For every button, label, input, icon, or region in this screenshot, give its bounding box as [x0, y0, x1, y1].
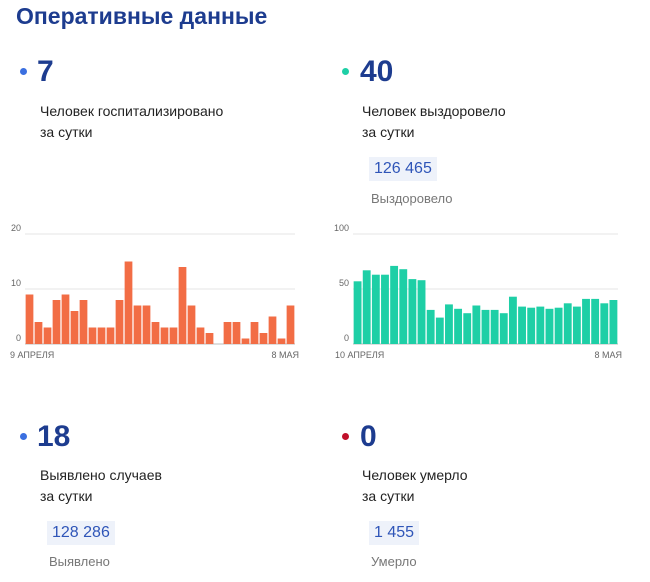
hospitalized-chart-bar — [277, 338, 286, 344]
recovered-chart-bar — [554, 307, 563, 344]
recovered-chart-x-start-label: 10 АПРЕЛЯ — [335, 350, 384, 360]
hospitalized-chart-bar — [25, 294, 34, 344]
recovered-chart-bar — [463, 313, 472, 344]
recovered-chart-ytick-label: 50 — [339, 278, 349, 288]
recovered-label-line1: Человек выздоровело — [362, 103, 506, 119]
hospitalized-chart-bar — [88, 327, 97, 344]
hospitalized-chart-ytick-label: 20 — [11, 223, 21, 233]
hospitalized-chart-bar — [259, 333, 268, 344]
hospitalized-chart-bar — [79, 300, 88, 344]
recovered-chart-bar — [518, 306, 526, 344]
hospitalized-chart-bar — [151, 322, 160, 344]
recovered-chart-x-end-label: 8 МАЯ — [594, 350, 622, 360]
recovered-chart-bar — [390, 265, 399, 344]
detected-label-line1: Выявлено случаев — [40, 467, 162, 483]
recovered-chart-bar — [499, 313, 508, 344]
detected-label: Выявлено случаев за сутки — [40, 465, 162, 507]
recovered-chart-bar — [490, 309, 499, 344]
hospitalized-label-line1: Человек госпитализировано — [40, 103, 224, 119]
hospitalized-chart-bar — [268, 316, 277, 344]
recovered-chart-bar — [435, 317, 444, 344]
died-value: 0 — [360, 420, 377, 453]
recovered-chart-ytick-label: 100 — [334, 223, 349, 233]
hospitalized-chart-bar — [223, 322, 232, 344]
hospitalized-chart: 0 10 20 9 АПРЕЛЯ 8 МАЯ — [10, 223, 299, 360]
recovered-chart-bar — [481, 309, 490, 344]
detected-label-line2: за сутки — [40, 488, 93, 504]
hospitalized-chart-bar — [43, 327, 52, 344]
hospitalized-chart-bar — [160, 327, 169, 344]
hospitalized-label: Человек госпитализировано за сутки — [40, 101, 223, 143]
recovered-chart-bar — [408, 279, 417, 344]
recovered-chart-bar — [381, 274, 389, 344]
hospitalized-chart-bar — [97, 327, 106, 344]
recovered-value: 40 — [360, 55, 394, 88]
died-label-line2: за сутки — [362, 488, 415, 504]
hospitalized-chart-ytick-label: 10 — [11, 278, 21, 288]
hospitalized-chart-bar — [232, 322, 241, 344]
hospitalized-chart-bar — [205, 333, 214, 344]
recovered-chart: 0 50 100 10 АПРЕЛЯ 8 МАЯ — [334, 223, 622, 360]
hospitalized-chart-bar — [286, 305, 295, 344]
detected-dot — [20, 433, 27, 440]
hospitalized-chart-bar — [115, 300, 124, 344]
hospitalized-chart-bar — [52, 300, 61, 344]
died-label-line1: Человек умерло — [362, 467, 468, 483]
hospitalized-chart-bar — [106, 327, 115, 344]
recovered-total-badge: 126 465 — [369, 157, 437, 181]
hospitalized-chart-x-start-label: 9 АПРЕЛЯ — [10, 350, 54, 360]
recovered-chart-bar — [426, 309, 435, 344]
hospitalized-value: 7 — [37, 55, 54, 88]
died-label: Человек умерло за сутки — [362, 465, 468, 507]
hospitalized-chart-bar — [169, 327, 178, 344]
recovered-chart-bar — [417, 280, 426, 344]
hospitalized-chart-bar — [187, 305, 196, 344]
recovered-chart-bar — [472, 305, 481, 344]
hospitalized-dot — [20, 68, 27, 75]
hospitalized-chart-bar — [250, 322, 259, 344]
hospitalized-chart-bar — [178, 267, 187, 344]
page-title: Оперативные данные — [16, 3, 268, 29]
recovered-chart-bar — [609, 300, 618, 344]
recovered-chart-bar — [591, 298, 600, 344]
hospitalized-chart-ytick-label: 0 — [16, 333, 21, 343]
died-total-caption: Умерло — [371, 554, 417, 569]
detected-total-caption: Выявлено — [49, 554, 110, 569]
recovered-label: Человек выздоровело за сутки — [362, 101, 506, 143]
hospitalized-chart-bar — [34, 322, 43, 344]
recovered-dot — [342, 68, 349, 75]
hospitalized-chart-bar — [133, 305, 142, 344]
recovered-chart-bar — [454, 308, 463, 344]
died-dot — [342, 433, 349, 440]
hospitalized-chart-bar — [61, 294, 70, 344]
detected-value: 18 — [37, 420, 71, 453]
recovered-chart-bar — [508, 296, 517, 344]
recovered-chart-bar — [362, 270, 371, 344]
recovered-chart-bar — [582, 298, 590, 344]
hospitalized-chart-bar — [142, 305, 151, 344]
recovered-label-line2: за сутки — [362, 124, 415, 140]
recovered-chart-bar — [545, 308, 554, 344]
hospitalized-chart-bar — [124, 261, 133, 344]
recovered-chart-bar — [527, 307, 536, 344]
died-total-badge: 1 455 — [369, 521, 420, 545]
recovered-chart-bar — [399, 269, 408, 344]
hospitalized-chart-bar — [196, 327, 205, 344]
hospitalized-label-line2: за сутки — [40, 124, 93, 140]
recovered-chart-bar — [353, 281, 362, 344]
recovered-chart-bar — [563, 303, 572, 344]
detected-total-badge: 128 286 — [47, 521, 115, 545]
recovered-total-caption: Выздоровело — [371, 191, 453, 206]
recovered-chart-bar — [536, 306, 545, 344]
recovered-chart-bar — [445, 304, 453, 344]
recovered-chart-bar — [371, 274, 380, 344]
recovered-chart-ytick-label: 0 — [344, 333, 349, 343]
recovered-chart-bar — [600, 303, 609, 344]
recovered-chart-bar — [572, 306, 581, 344]
hospitalized-chart-bar — [70, 311, 79, 344]
hospitalized-chart-x-end-label: 8 МАЯ — [271, 350, 299, 360]
hospitalized-chart-bar — [241, 338, 250, 344]
